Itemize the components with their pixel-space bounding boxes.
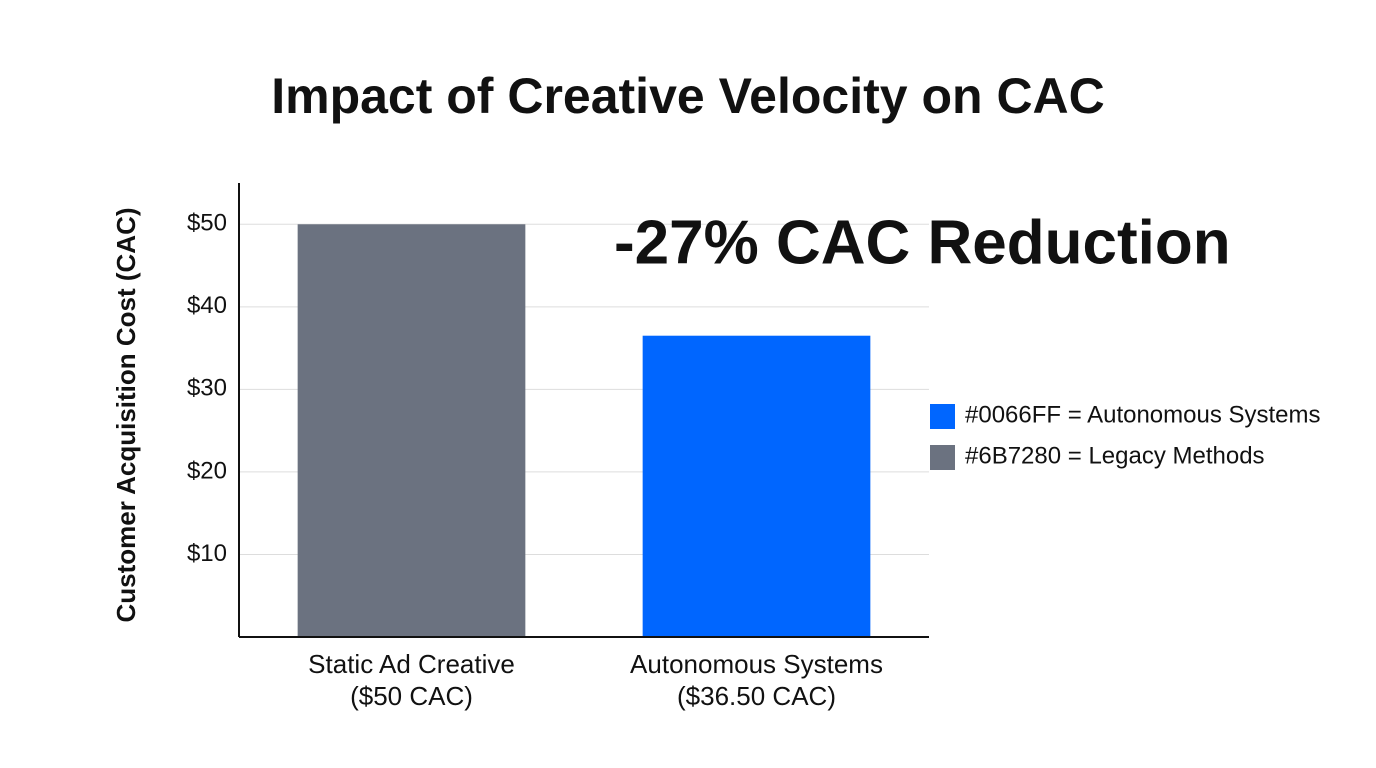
y-tick-label: $50 bbox=[187, 210, 227, 237]
y-tick-label: $30 bbox=[187, 375, 227, 402]
y-tick-label: $40 bbox=[187, 292, 227, 319]
annotation: -27% CAC Reduction bbox=[614, 208, 1231, 277]
legend-swatch bbox=[930, 404, 955, 429]
legend-swatch bbox=[930, 445, 955, 470]
chart-title: Impact of Creative Velocity on CAC bbox=[271, 68, 1105, 124]
y-tick-label: $10 bbox=[187, 540, 227, 567]
x-tick-label: ($36.50 CAC) bbox=[677, 681, 836, 711]
x-tick-label: Static Ad Creative bbox=[308, 649, 515, 679]
legend-label: #6B7280 = Legacy Methods bbox=[965, 442, 1265, 469]
y-tick-label: $20 bbox=[187, 457, 227, 484]
legend-label: #0066FF = Autonomous Systems bbox=[965, 401, 1321, 428]
bar bbox=[297, 224, 526, 638]
y-axis-label: Customer Acquisition Cost (CAC) bbox=[111, 207, 141, 622]
x-tick-label: ($50 CAC) bbox=[350, 681, 473, 711]
bar bbox=[642, 335, 871, 637]
x-tick-label: Autonomous Systems bbox=[630, 649, 883, 679]
